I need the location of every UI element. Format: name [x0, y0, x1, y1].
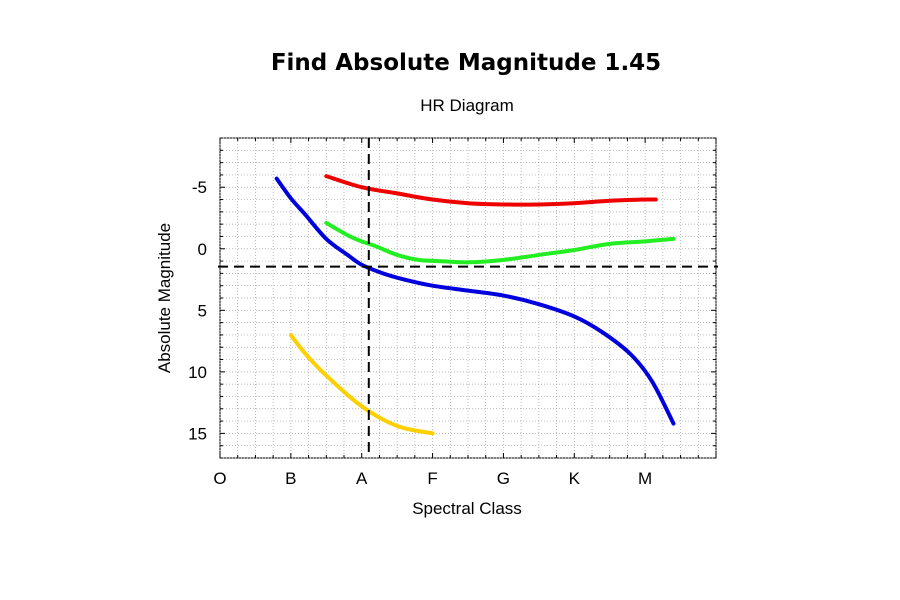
crosshair-lines: [218, 138, 718, 458]
x-tick-label: K: [569, 469, 581, 488]
series-line-white-dwarfs: [288, 332, 435, 436]
y-tick-label: 0: [198, 240, 207, 259]
x-tick-label: G: [497, 469, 510, 488]
chart-title: Find Absolute Magnitude 1.45: [271, 50, 661, 76]
y-tick-label: -5: [192, 178, 207, 197]
chart-subtitle: HR Diagram: [420, 96, 514, 115]
y-tick-label: 15: [188, 424, 207, 443]
series-line-supergiants: [324, 174, 658, 207]
y-axis-label: Absolute Magnitude: [155, 223, 174, 373]
series-line-main-sequence: [274, 176, 676, 426]
y-tick-label: 10: [188, 363, 207, 382]
x-tick-label: M: [638, 469, 652, 488]
x-axis-label: Spectral Class: [412, 499, 522, 518]
x-tick-label: B: [285, 469, 296, 488]
x-tick-label: O: [213, 469, 226, 488]
y-tick-labels: -5 0 5 10 15: [188, 178, 207, 443]
x-tick-label: F: [427, 469, 437, 488]
series-line-giants: [324, 220, 676, 265]
axis-ticks: [219, 137, 717, 459]
y-tick-label: 5: [198, 301, 207, 320]
x-tick-label: A: [356, 469, 368, 488]
data-series: [274, 174, 676, 436]
